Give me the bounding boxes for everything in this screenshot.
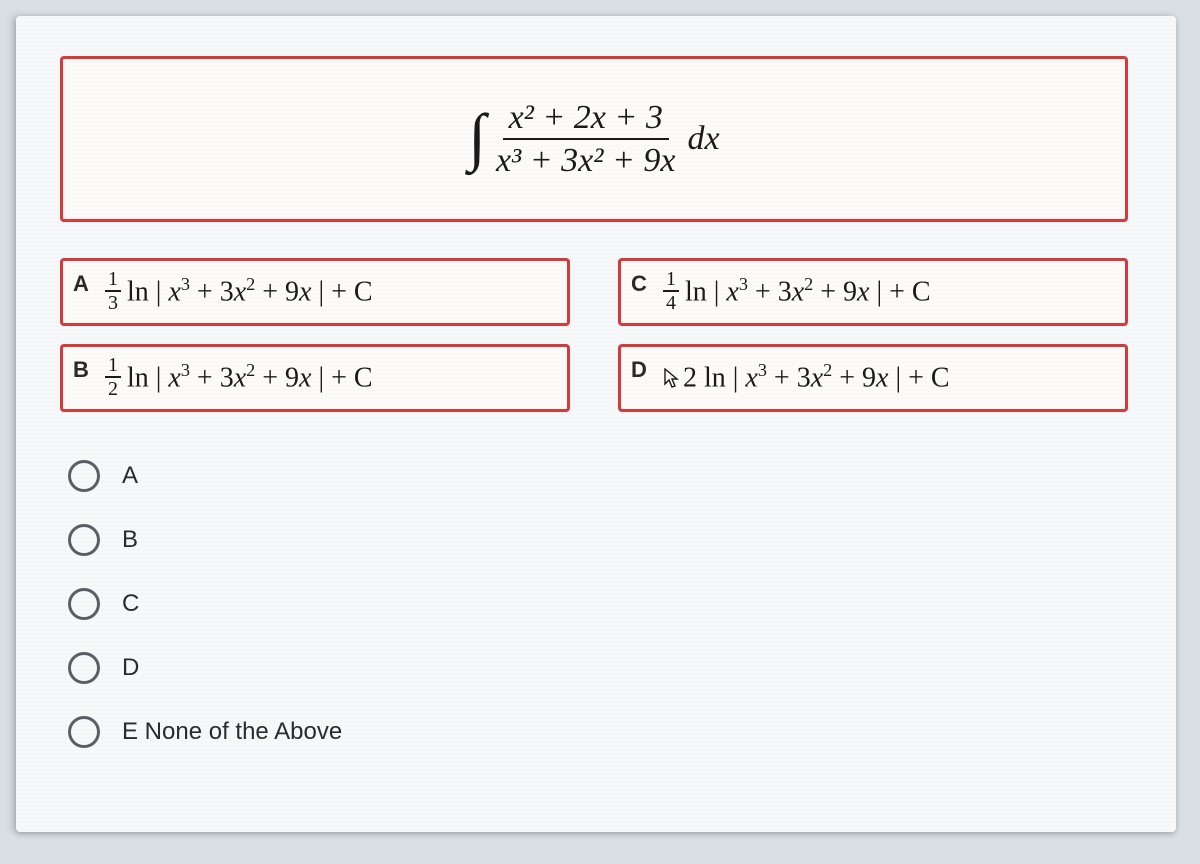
answer-box-d[interactable]: D 2 ln | x3 + 3x2 + 9x | + C <box>618 344 1128 412</box>
option-d-label: D <box>122 654 139 682</box>
answer-expression-b: 1 2 ln | x3 + 3x2 + 9x | + C <box>105 355 373 399</box>
option-c-label: C <box>122 590 139 618</box>
question-numerator: x² + 2x + 3 <box>503 99 669 140</box>
options-list: A B C D E None of the Above <box>60 460 1128 748</box>
answer-box-b[interactable]: B 1 2 ln | x3 + 3x2 + 9x | + C <box>60 344 570 412</box>
option-a[interactable]: A <box>68 460 1128 492</box>
integral-sign-icon: ∫ <box>468 118 486 156</box>
mouse-cursor-icon <box>663 366 679 388</box>
question-box: ∫ x² + 2x + 3 x³ + 3x² + 9x dx <box>60 56 1128 222</box>
answer-box-a[interactable]: A 1 3 ln | x3 + 3x2 + 9x | + C <box>60 258 570 326</box>
option-d[interactable]: D <box>68 652 1128 684</box>
answer-expression-d: 2 ln | x3 + 3x2 + 9x | + C <box>663 360 950 394</box>
radio-icon[interactable] <box>68 716 100 748</box>
differential: dx <box>687 120 719 158</box>
radio-icon[interactable] <box>68 588 100 620</box>
radio-icon[interactable] <box>68 524 100 556</box>
answer-expression-c: 1 4 ln | x3 + 3x2 + 9x | + C <box>663 269 931 313</box>
answer-label-d: D <box>631 357 649 383</box>
radio-icon[interactable] <box>68 652 100 684</box>
coefficient-fraction-c: 1 4 <box>663 269 679 313</box>
option-b[interactable]: B <box>68 524 1128 556</box>
option-b-label: B <box>122 526 138 554</box>
answer-label-c: C <box>631 271 649 297</box>
answer-label-a: A <box>73 271 91 297</box>
option-c[interactable]: C <box>68 588 1128 620</box>
coefficient-fraction-a: 1 3 <box>105 269 121 313</box>
integral-expression: ∫ x² + 2x + 3 x³ + 3x² + 9x dx <box>468 99 719 180</box>
question-denominator: x³ + 3x² + 9x <box>490 140 682 179</box>
coefficient-fraction-b: 1 2 <box>105 355 121 399</box>
question-fraction: x² + 2x + 3 x³ + 3x² + 9x <box>490 99 682 180</box>
radio-icon[interactable] <box>68 460 100 492</box>
option-a-label: A <box>122 462 138 490</box>
answer-label-b: B <box>73 357 91 383</box>
option-e-label: E None of the Above <box>122 718 342 746</box>
answer-box-c[interactable]: C 1 4 ln | x3 + 3x2 + 9x | + C <box>618 258 1128 326</box>
option-e[interactable]: E None of the Above <box>68 716 1128 748</box>
answer-expression-a: 1 3 ln | x3 + 3x2 + 9x | + C <box>105 269 373 313</box>
question-card: ∫ x² + 2x + 3 x³ + 3x² + 9x dx A 1 3 ln … <box>16 16 1176 832</box>
answer-grid: A 1 3 ln | x3 + 3x2 + 9x | + C C 1 4 ln … <box>60 258 1128 412</box>
